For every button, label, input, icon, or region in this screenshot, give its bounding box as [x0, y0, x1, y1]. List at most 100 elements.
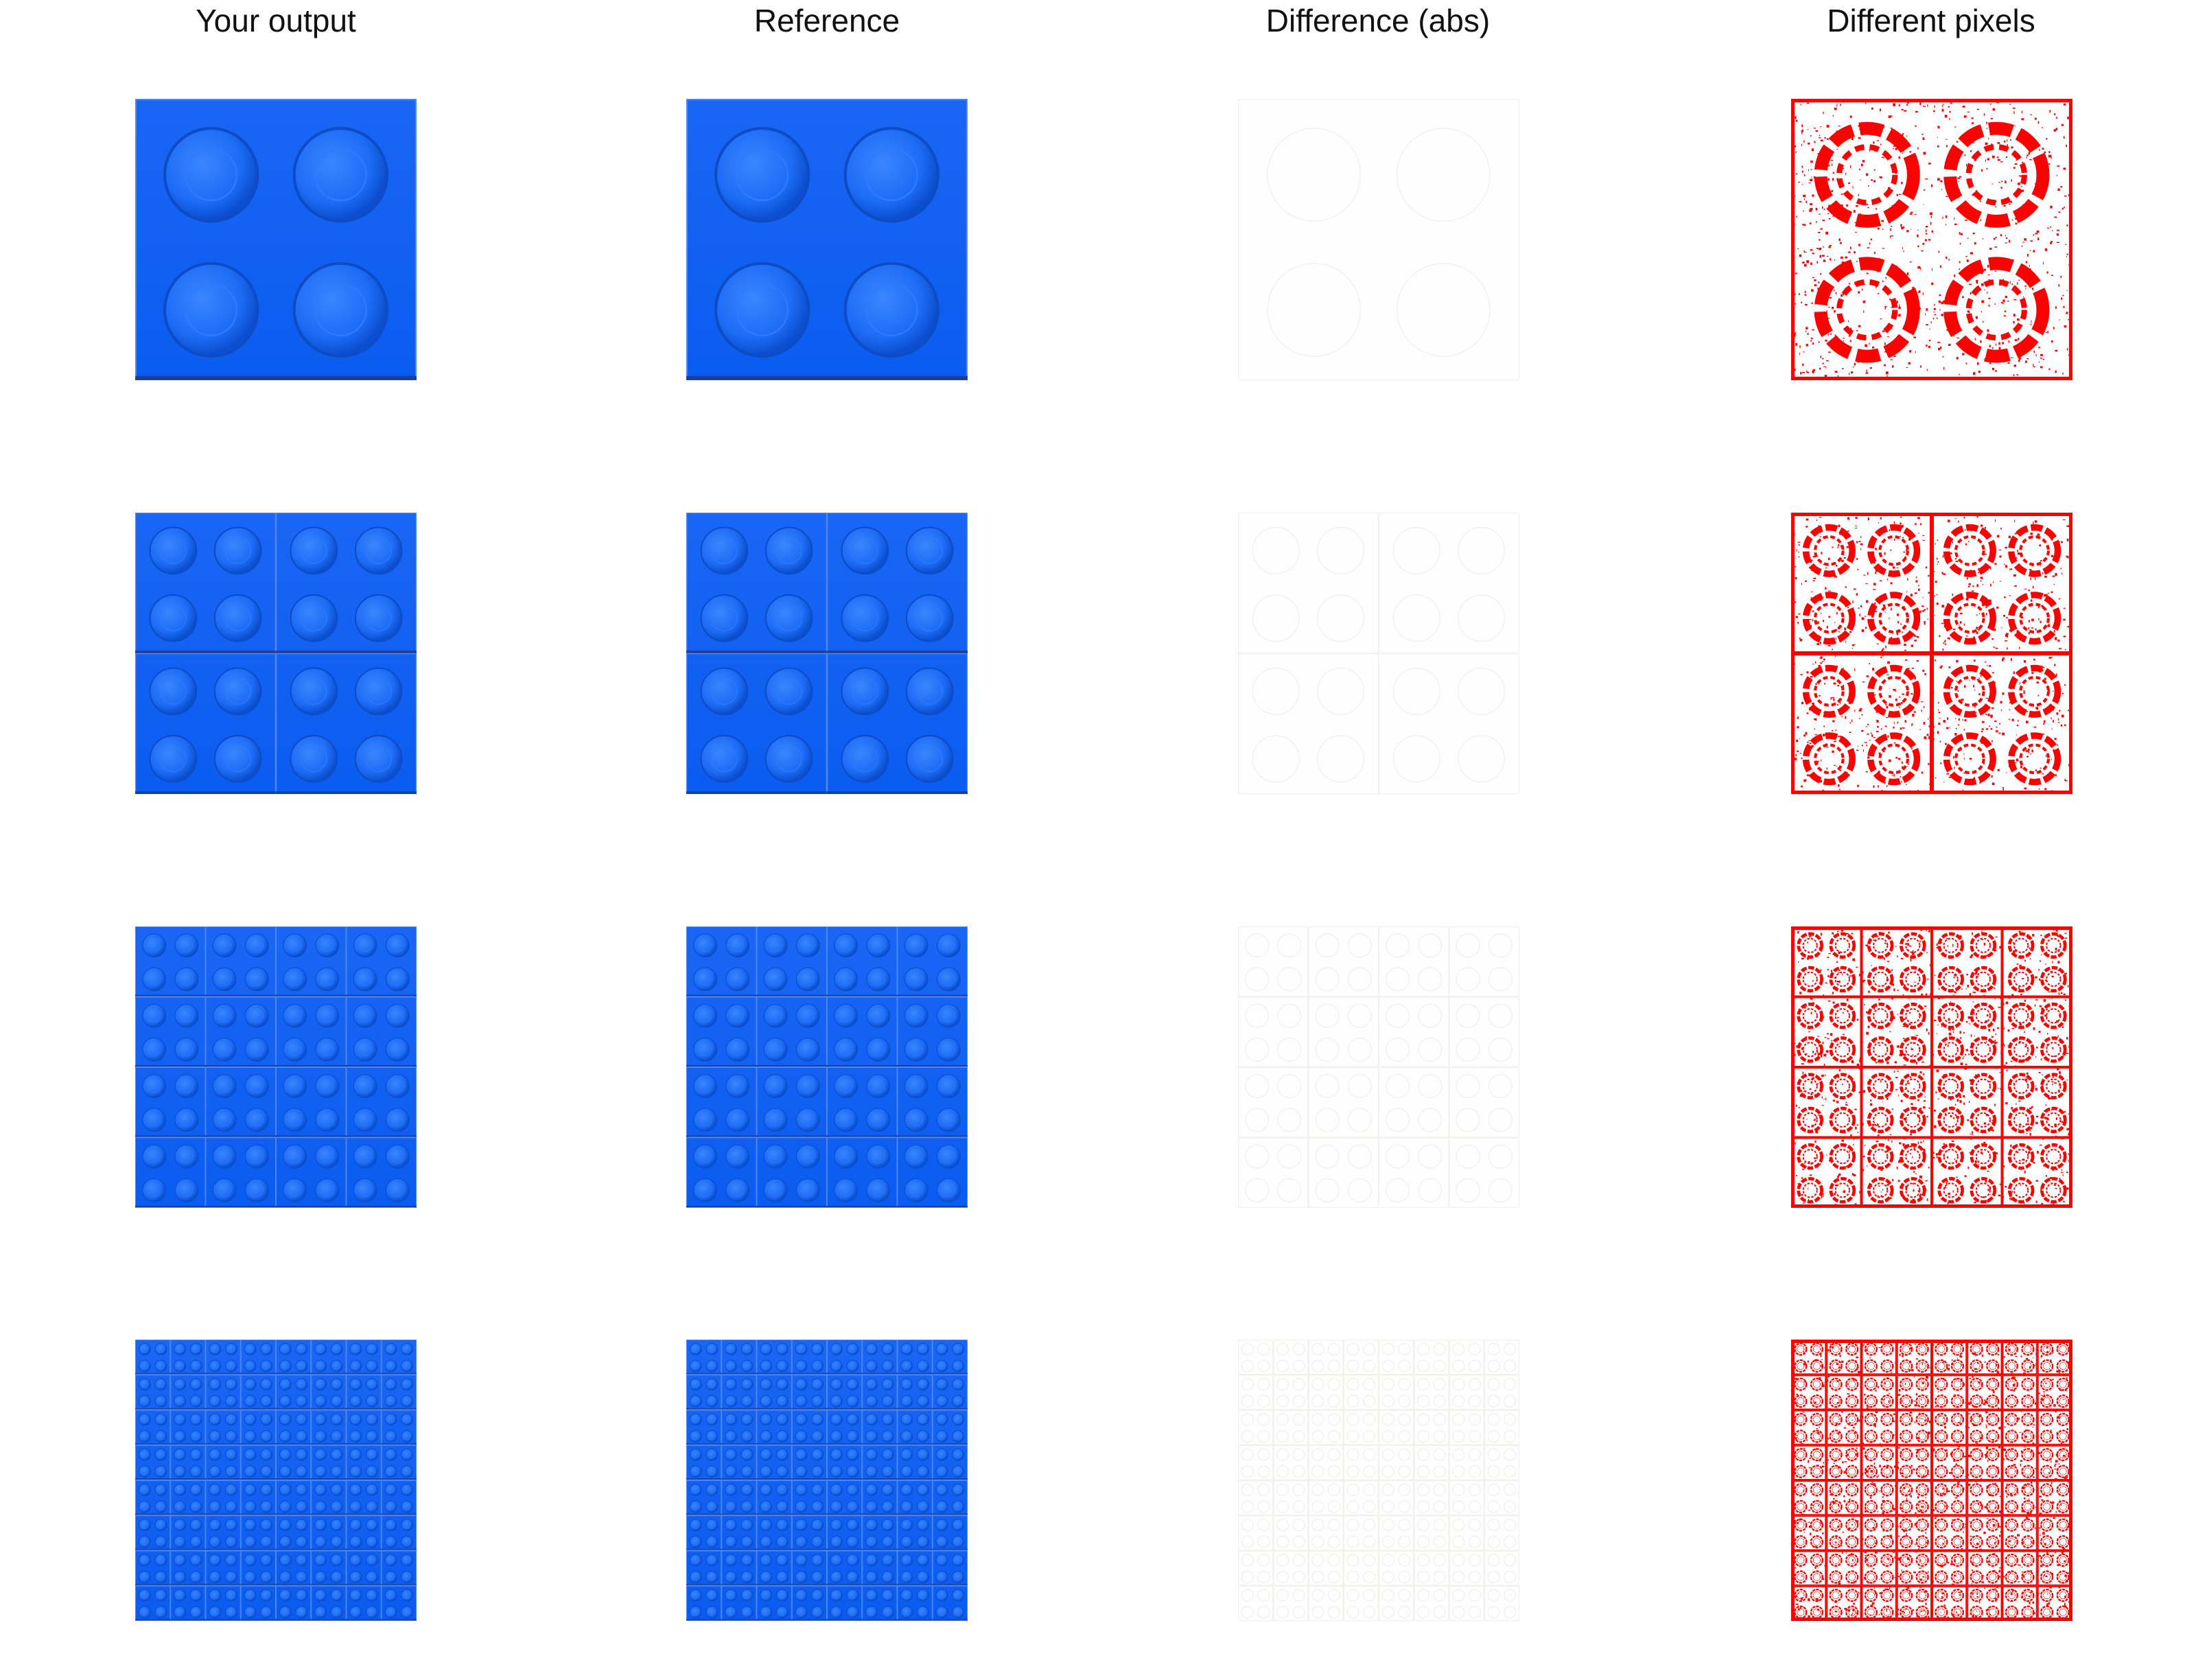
stud	[142, 1178, 167, 1202]
stud	[760, 1519, 773, 1532]
stud	[174, 1074, 199, 1099]
brick-tile	[381, 1445, 417, 1480]
stud	[401, 1465, 414, 1478]
stud	[775, 1342, 789, 1355]
stud	[725, 1554, 738, 1567]
stud	[795, 1589, 808, 1602]
stud	[244, 1483, 257, 1496]
brick-tile	[170, 1480, 206, 1516]
brick-tile	[932, 1480, 968, 1516]
brick-tile	[346, 1067, 417, 1138]
stud	[705, 1535, 719, 1548]
brick-tile	[932, 1340, 968, 1375]
brick-tile	[135, 1375, 171, 1410]
stud	[689, 1589, 702, 1602]
stud	[314, 1483, 327, 1496]
stud	[401, 1570, 414, 1583]
stud	[384, 1448, 397, 1461]
stud	[830, 1589, 843, 1602]
stud	[349, 1519, 362, 1532]
brick-tile	[827, 1375, 863, 1410]
stud	[174, 1519, 187, 1532]
stud	[279, 1606, 292, 1619]
stud	[314, 1378, 327, 1391]
stud	[365, 1360, 378, 1373]
reference-panel-grid-1	[686, 99, 968, 380]
stud	[260, 1378, 273, 1391]
stud	[775, 1395, 789, 1408]
stud	[830, 1448, 843, 1461]
stud	[189, 1570, 202, 1583]
stud	[811, 1519, 824, 1532]
stud	[764, 594, 813, 642]
stud	[224, 1589, 237, 1602]
stud	[349, 1430, 362, 1443]
stud	[290, 734, 338, 783]
brick-tile	[791, 1550, 827, 1586]
brick-tile	[240, 1445, 276, 1480]
stud	[881, 1554, 894, 1567]
stud	[952, 1378, 965, 1391]
stud	[209, 1378, 222, 1391]
stud	[865, 1554, 878, 1567]
stud	[279, 1535, 292, 1548]
brick-tile	[135, 1137, 206, 1208]
stud	[154, 1430, 167, 1443]
stud	[763, 1037, 788, 1062]
stud	[689, 1413, 702, 1426]
stud	[841, 734, 889, 783]
difference-panel-grid-4	[1238, 926, 1519, 1208]
stud	[795, 1178, 820, 1202]
stud	[846, 1448, 859, 1461]
stud	[365, 1554, 378, 1567]
stud	[952, 1395, 965, 1408]
brick-tile	[381, 1410, 417, 1445]
stud	[916, 1554, 929, 1567]
stud	[916, 1342, 929, 1355]
stud	[295, 1360, 308, 1373]
stud	[689, 1500, 702, 1513]
stud	[330, 1519, 343, 1532]
stud	[260, 1519, 273, 1532]
stud	[740, 1570, 754, 1583]
stud	[174, 1535, 187, 1548]
stud	[174, 1500, 187, 1513]
stud	[904, 967, 928, 992]
brick-tile	[240, 1375, 276, 1410]
stud	[212, 1108, 237, 1132]
brick-tile	[827, 1480, 863, 1516]
stud	[138, 1430, 151, 1443]
brick-tile	[311, 1585, 347, 1621]
stud	[760, 1554, 773, 1567]
stud	[189, 1448, 202, 1461]
stud	[315, 1003, 340, 1028]
stud	[705, 1342, 719, 1355]
stud	[365, 1570, 378, 1583]
stud	[705, 1413, 719, 1426]
stud	[865, 1430, 878, 1443]
stud	[315, 1074, 340, 1099]
stud	[224, 1519, 237, 1532]
brick-tile	[135, 653, 277, 794]
stud	[295, 1413, 308, 1426]
stud	[365, 1535, 378, 1548]
stud	[935, 1342, 948, 1355]
stud	[935, 1519, 948, 1532]
stud	[763, 933, 788, 958]
stud	[725, 1144, 750, 1169]
stud	[212, 933, 237, 958]
stud	[905, 667, 954, 716]
stud	[244, 1535, 257, 1548]
brick-tile	[276, 1550, 312, 1586]
brick-tile	[897, 1340, 933, 1375]
brick-tile	[135, 926, 206, 997]
stud	[209, 1554, 222, 1567]
stud	[795, 1606, 808, 1619]
stud	[315, 1178, 340, 1202]
stud	[689, 1395, 702, 1408]
stud	[841, 667, 889, 716]
stud	[881, 1465, 894, 1478]
brick-tile	[932, 1375, 968, 1410]
stud	[385, 1003, 410, 1028]
stud	[760, 1430, 773, 1443]
